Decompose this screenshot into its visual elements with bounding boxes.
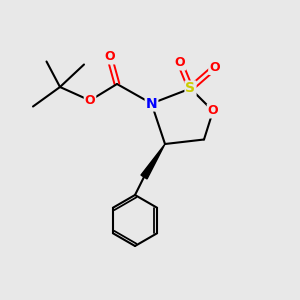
Text: O: O (208, 104, 218, 118)
Text: O: O (85, 94, 95, 107)
Text: O: O (175, 56, 185, 70)
Polygon shape (141, 144, 165, 179)
Text: O: O (209, 61, 220, 74)
Text: S: S (185, 82, 196, 95)
Text: N: N (146, 97, 157, 110)
Text: O: O (104, 50, 115, 64)
